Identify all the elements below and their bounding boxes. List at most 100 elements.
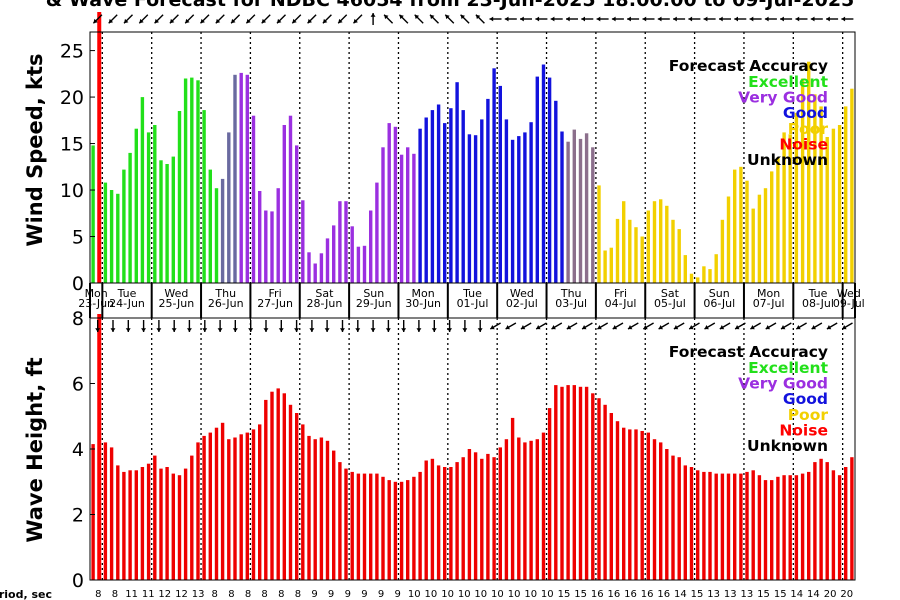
bar xyxy=(584,133,589,283)
bar xyxy=(566,141,570,283)
bar xyxy=(146,463,151,580)
direction-arrowhead xyxy=(385,328,391,332)
direction-arrowhead xyxy=(171,328,177,332)
direction-arrowhead xyxy=(490,325,495,330)
direction-arrowhead xyxy=(217,328,223,332)
bar xyxy=(122,169,126,283)
bar xyxy=(622,427,626,580)
bar xyxy=(325,440,330,580)
direction-arrowhead xyxy=(355,328,361,332)
bar xyxy=(837,475,842,580)
bar xyxy=(714,473,718,580)
bar xyxy=(597,398,601,580)
bar xyxy=(486,453,490,580)
bar xyxy=(807,61,811,284)
period-value: 12 xyxy=(175,589,188,600)
bar xyxy=(393,481,398,581)
direction-arrowhead xyxy=(719,325,725,330)
period-value: 13 xyxy=(192,589,205,600)
bar xyxy=(757,194,762,283)
bar xyxy=(220,178,225,283)
legend-item: Excellent xyxy=(748,359,828,377)
day-name-label: Thu xyxy=(560,287,582,300)
bar xyxy=(418,128,422,283)
day-date-label: 09-Jul xyxy=(833,297,865,310)
direction-arrowhead xyxy=(277,18,282,24)
bar xyxy=(369,473,373,580)
bar xyxy=(794,475,799,580)
day-date-label: 02-Jul xyxy=(506,297,538,310)
bar xyxy=(128,152,132,283)
bar xyxy=(529,122,533,283)
period-value: 15 xyxy=(757,589,770,600)
day-name-label: Tue xyxy=(808,287,828,300)
bar xyxy=(788,475,792,580)
direction-arrowhead xyxy=(414,14,420,20)
bar xyxy=(510,139,515,283)
direction-arrowhead xyxy=(108,18,114,24)
bar xyxy=(844,106,848,284)
direction-arrowhead xyxy=(154,18,159,24)
bar xyxy=(554,385,558,580)
bar xyxy=(547,408,552,580)
bar xyxy=(480,119,484,284)
wind-speed-panel: 0 5 10 15 20 25 Forecast AccuracyExcellentVery… xyxy=(60,12,856,295)
chart-title: & Wave Forecast for NDBC 46054 from 23-J… xyxy=(46,0,855,11)
bar xyxy=(122,471,126,580)
period-value: 20 xyxy=(824,589,837,600)
bar xyxy=(295,413,299,580)
period-value: 8 xyxy=(112,589,118,600)
period-value: 8 xyxy=(228,589,234,600)
direction-arrowhead xyxy=(520,325,526,330)
bar xyxy=(529,440,533,580)
bar xyxy=(332,225,336,283)
direction-arrowhead xyxy=(475,14,481,20)
day-date-label: 24-Jun xyxy=(109,297,145,310)
bar xyxy=(523,442,527,580)
period-value: 14 xyxy=(790,589,803,600)
bar xyxy=(517,136,521,283)
bar xyxy=(652,439,657,580)
bar xyxy=(776,157,780,283)
period-value: 8 xyxy=(261,589,267,600)
bar xyxy=(196,80,200,283)
bar xyxy=(282,125,286,283)
legend-item: Good xyxy=(783,390,828,408)
bar xyxy=(406,147,410,283)
bar xyxy=(319,253,324,283)
bar xyxy=(177,475,182,580)
bar xyxy=(159,160,163,283)
bar xyxy=(517,437,521,580)
direction-arrowhead xyxy=(566,16,570,22)
bar xyxy=(492,68,496,283)
bar xyxy=(140,467,145,580)
direction-arrowhead xyxy=(278,328,284,332)
period-value: 8 xyxy=(212,589,218,600)
day-date-label: 06-Jul xyxy=(703,297,735,310)
direction-arrowhead xyxy=(139,18,144,24)
bar xyxy=(566,385,570,580)
direction-arrowhead xyxy=(95,328,101,332)
bar xyxy=(153,125,157,283)
bar xyxy=(202,110,206,283)
bar xyxy=(128,470,132,580)
period-value: 12 xyxy=(158,589,171,600)
direction-arrowhead xyxy=(551,325,556,330)
period-value: 9 xyxy=(395,589,401,600)
direction-arrowhead xyxy=(596,16,601,22)
bar xyxy=(597,185,601,283)
bar xyxy=(665,449,669,580)
day-date-label: 26-Jun xyxy=(208,297,244,310)
direction-arrowhead xyxy=(110,328,116,332)
bar xyxy=(282,393,286,580)
direction-arrowhead xyxy=(505,325,510,330)
bar xyxy=(652,201,657,283)
bar xyxy=(745,180,749,283)
bar xyxy=(819,458,823,580)
bar xyxy=(535,76,539,283)
bar xyxy=(208,432,212,580)
bar xyxy=(492,457,496,580)
direction-arrowhead xyxy=(200,18,205,24)
direction-arrowhead xyxy=(294,328,299,332)
direction-arrowhead xyxy=(810,16,815,22)
